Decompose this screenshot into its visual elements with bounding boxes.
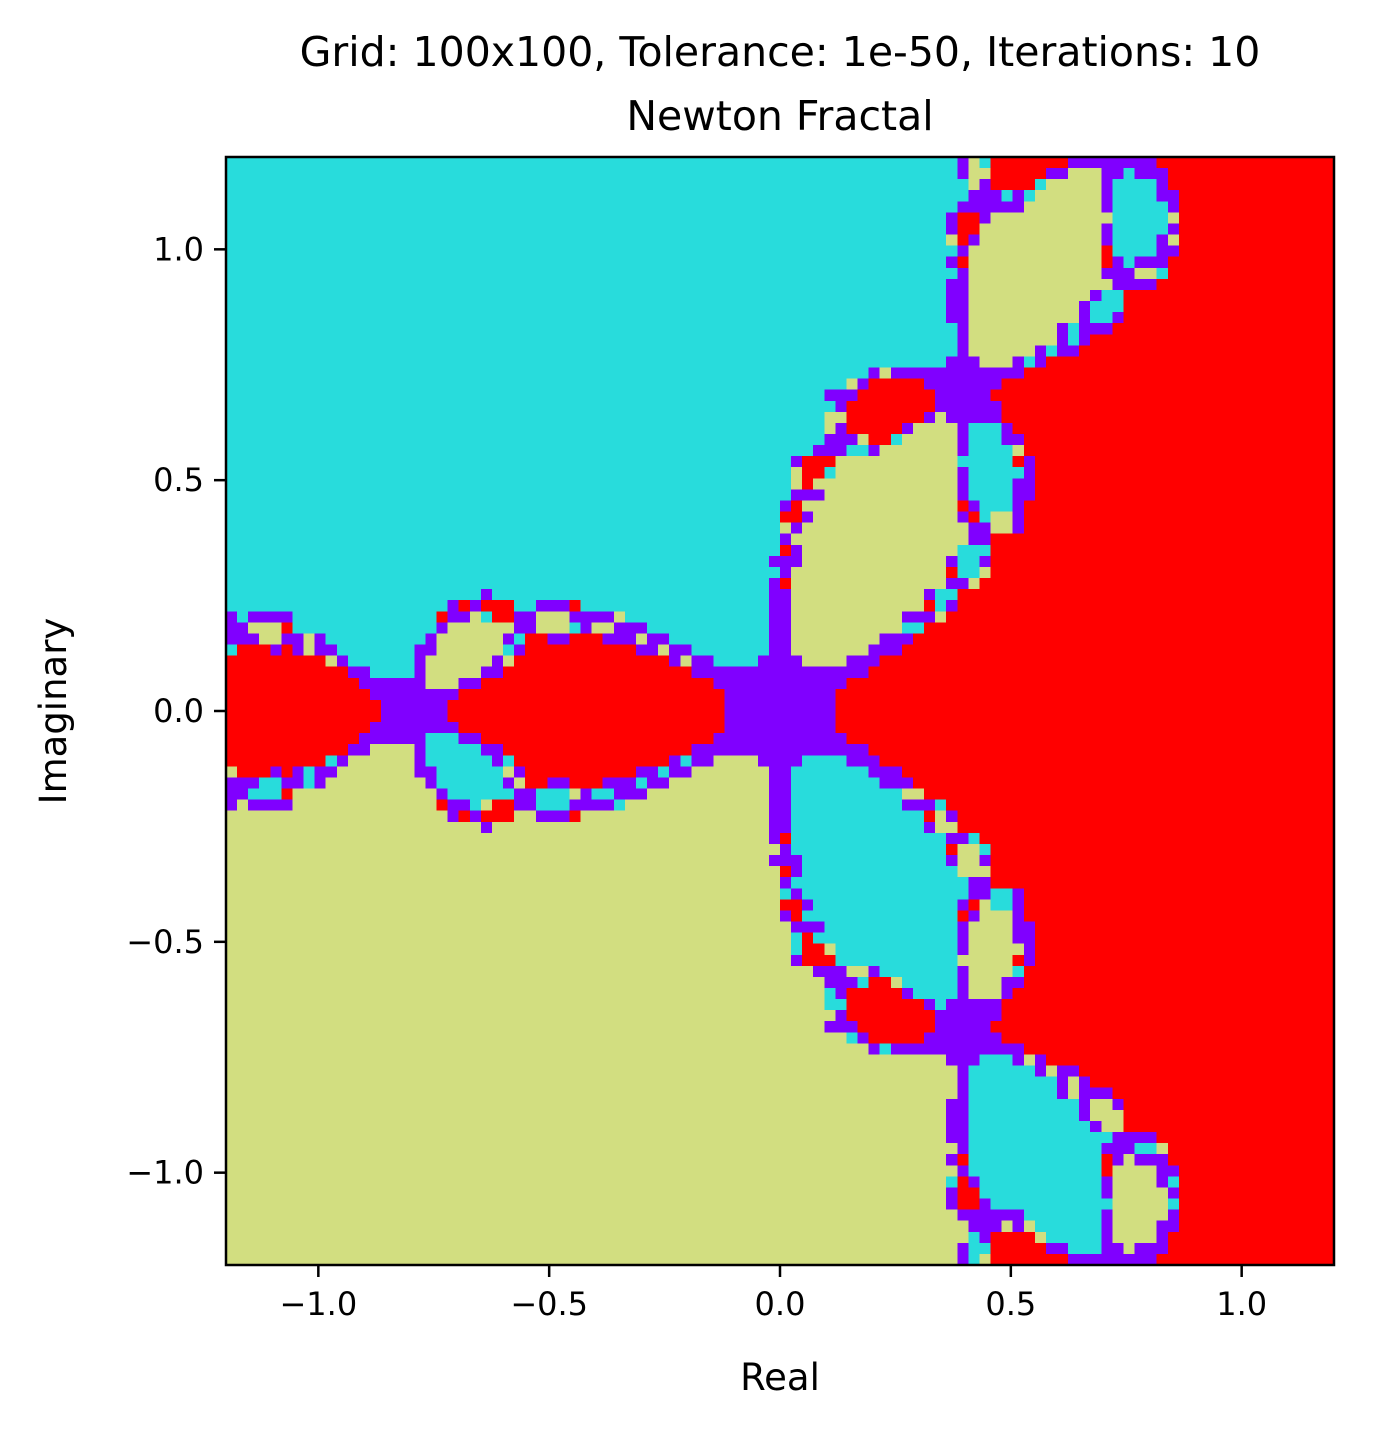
fractal-heatmap bbox=[226, 157, 1334, 1265]
x-tick-label: 0.0 bbox=[755, 1285, 806, 1323]
y-axis-ticks: −1.0 −0.5 0.0 0.5 1.0 bbox=[126, 230, 226, 1192]
x-tick-label: 0.5 bbox=[985, 1285, 1036, 1323]
y-axis-label: Imaginary bbox=[32, 618, 75, 805]
x-tick-label: −1.0 bbox=[279, 1285, 357, 1323]
x-axis-label: Real bbox=[740, 1356, 820, 1399]
y-tick-label: −0.5 bbox=[126, 923, 204, 961]
y-tick-label: 0.5 bbox=[153, 461, 204, 499]
x-tick-label: −0.5 bbox=[510, 1285, 588, 1323]
chart-subtitle: Newton Fractal bbox=[626, 92, 933, 140]
y-tick-label: 1.0 bbox=[153, 230, 204, 268]
y-tick-label: −1.0 bbox=[126, 1154, 204, 1192]
x-tick-label: 1.0 bbox=[1216, 1285, 1267, 1323]
x-axis-ticks: −1.0 −0.5 0.0 0.5 1.0 bbox=[279, 1265, 1267, 1323]
y-tick-label: 0.0 bbox=[153, 692, 204, 730]
chart-title: Grid: 100x100, Tolerance: 1e-50, Iterati… bbox=[300, 28, 1261, 76]
